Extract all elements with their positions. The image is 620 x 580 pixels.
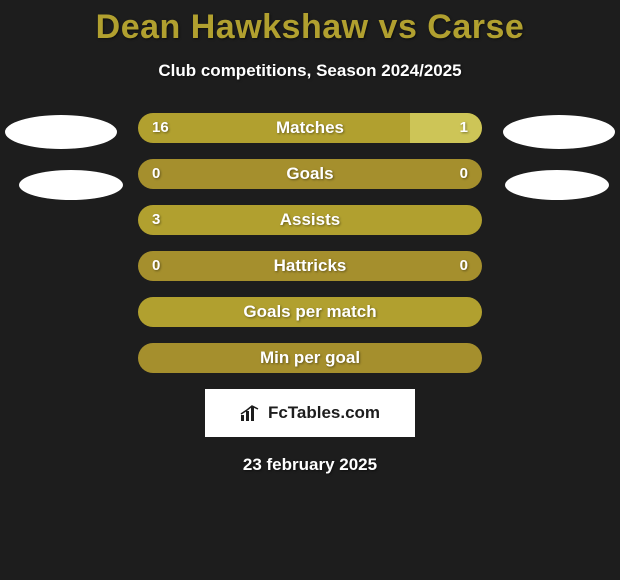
stat-label: Assists <box>138 205 482 235</box>
stat-label: Min per goal <box>138 343 482 373</box>
date-label: 23 february 2025 <box>0 455 620 475</box>
badge-text: FcTables.com <box>268 403 380 423</box>
stat-value-right: 0 <box>460 251 468 281</box>
stat-label: Goals <box>138 159 482 189</box>
player-right-avatar-2 <box>505 170 609 200</box>
comparison-card: Dean Hawkshaw vs Carse Club competitions… <box>0 0 620 580</box>
page-title: Dean Hawkshaw vs Carse <box>0 8 620 47</box>
stats-area: 16 Matches 1 0 Goals 0 3 Assists 0 Hattr… <box>0 113 620 475</box>
stat-label: Matches <box>138 113 482 143</box>
stat-bar-goals-per-match: Goals per match <box>138 297 482 327</box>
stat-label: Hattricks <box>138 251 482 281</box>
stat-bar-matches: 16 Matches 1 <box>138 113 482 143</box>
stat-value-right: 1 <box>460 113 468 143</box>
player-right-avatar-1 <box>503 115 615 149</box>
chart-icon <box>240 404 262 422</box>
subtitle: Club competitions, Season 2024/2025 <box>0 61 620 81</box>
stat-label: Goals per match <box>138 297 482 327</box>
player-left-avatar-1 <box>5 115 117 149</box>
stat-bar-goals: 0 Goals 0 <box>138 159 482 189</box>
stat-value-right: 0 <box>460 159 468 189</box>
stat-bar-hattricks: 0 Hattricks 0 <box>138 251 482 281</box>
source-badge[interactable]: FcTables.com <box>205 389 415 437</box>
bars-container: 16 Matches 1 0 Goals 0 3 Assists 0 Hattr… <box>138 113 482 373</box>
player-left-avatar-2 <box>19 170 123 200</box>
stat-bar-min-per-goal: Min per goal <box>138 343 482 373</box>
stat-bar-assists: 3 Assists <box>138 205 482 235</box>
